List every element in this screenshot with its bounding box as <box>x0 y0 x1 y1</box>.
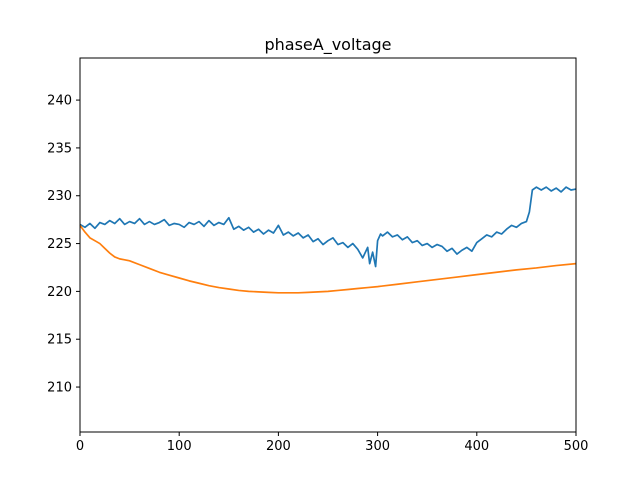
x-tick-label: 300 <box>365 439 390 454</box>
chart-title: phaseA_voltage <box>264 35 391 55</box>
x-tick-label: 0 <box>76 439 84 454</box>
y-tick-label: 230 <box>47 189 72 204</box>
y-tick-label: 235 <box>47 141 72 156</box>
series-layer <box>79 186 577 294</box>
x-tick-label: 200 <box>266 439 291 454</box>
y-tick-label: 240 <box>47 94 72 109</box>
x-tick-label: 100 <box>167 439 192 454</box>
plot-area <box>80 58 576 432</box>
axes-frame <box>79 57 577 433</box>
y-tick-label: 225 <box>47 237 72 252</box>
series-line-2 <box>79 224 577 294</box>
x-tick-label: 500 <box>564 439 589 454</box>
axes-layer: 0 100 200 300 400 500 210 215 220 225 230 235 240 <box>47 57 589 454</box>
x-tick-label: 400 <box>464 439 489 454</box>
y-tick-label: 210 <box>47 381 72 396</box>
y-tick-label: 215 <box>47 333 72 348</box>
series-line-1 <box>79 186 577 268</box>
y-tick-label: 220 <box>47 285 72 300</box>
